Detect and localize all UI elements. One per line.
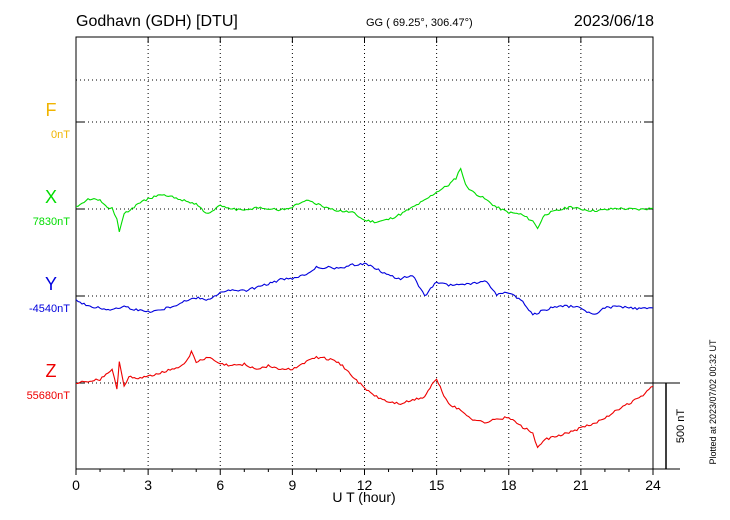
series-labels: F 0nT X 7830nT Y -4540nT Z 55680nT: [27, 100, 71, 402]
x-tick-label: 3: [144, 477, 152, 493]
series-baseline-x: 7830nT: [33, 216, 71, 228]
x-tick-label: 0: [72, 477, 80, 493]
station-title: Godhavn (GDH) [DTU]: [76, 13, 238, 30]
series-letter-f: F: [46, 100, 57, 120]
series-letter-y: Y: [45, 274, 57, 294]
coords-label: GG ( 69.25°, 306.47°): [366, 17, 473, 29]
x-tick-label: 18: [501, 477, 517, 493]
series-line-z: [75, 349, 654, 449]
series-baseline-f: 0nT: [51, 129, 70, 141]
x-tick-label: 21: [573, 477, 589, 493]
x-tick-label: 12: [357, 477, 373, 493]
plotted-at-label: Plotted at 2023/07/02 00:32 UT: [708, 339, 718, 465]
series-line-x: [76, 167, 654, 233]
series-line-y: [75, 262, 654, 316]
series-letter-x: X: [45, 187, 57, 207]
series-letter-z: Z: [46, 361, 57, 381]
series-baseline-y: -4540nT: [29, 303, 70, 315]
scale-label: 500 nT: [675, 409, 687, 444]
date-label: 2023/06/18: [574, 13, 654, 30]
x-ticks: 0 3 6 9 12 15 18 21 24: [72, 37, 661, 493]
x-tick-label: 6: [216, 477, 224, 493]
series-baseline-z: 55680nT: [27, 390, 71, 402]
baselines: [76, 79, 653, 384]
x-axis-label: U T (hour): [332, 489, 395, 505]
x-tick-label: 24: [645, 477, 661, 493]
x-tick-label: 15: [429, 477, 445, 493]
x-tick-label: 9: [288, 477, 296, 493]
series-lines: [75, 167, 654, 449]
scale-bar: 500 nT: [653, 382, 687, 470]
grid: [147, 37, 582, 469]
